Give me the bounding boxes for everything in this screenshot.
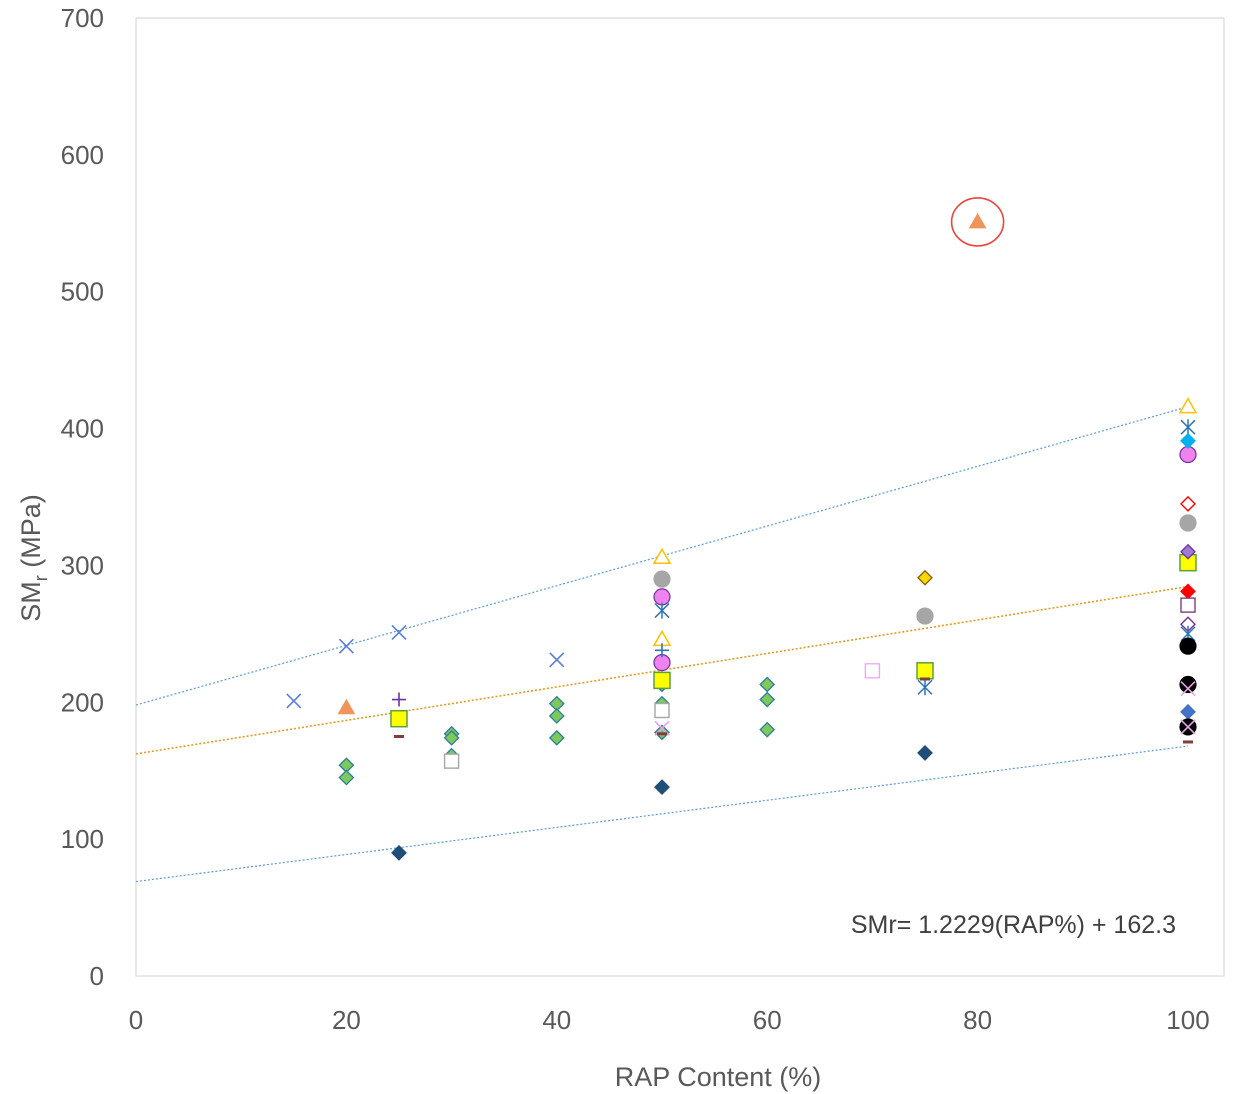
data-point [337,698,356,715]
data-point [1183,740,1193,744]
data-point [549,652,565,668]
data-point [759,691,776,708]
data-point [391,844,407,861]
data-point [916,607,934,625]
y-tick-label: 600 [61,140,104,170]
y-tick-label: 300 [61,550,104,580]
data-point [286,693,302,709]
data-point [916,662,934,680]
data-point [655,643,669,658]
data-point [759,721,776,738]
data-point [864,663,881,679]
data-point [1180,681,1196,697]
x-tick-label: 100 [1166,1005,1209,1035]
data-point [917,745,933,761]
data-point [1179,637,1197,655]
data-point [1179,514,1197,532]
data-point [1180,495,1196,512]
data-point [917,679,933,696]
data-points [286,212,1198,861]
data-point [759,676,776,693]
outlier-circle [950,197,1005,247]
data-point [1180,432,1196,449]
trendline-lower-bound [135,745,1189,883]
y-axis-title: SMr (MPa) [16,494,51,622]
data-point [338,769,355,786]
data-point [392,692,406,707]
x-tick-label: 20 [332,1005,361,1035]
y-tick-label: 400 [61,414,104,444]
y-tick-label: 500 [61,277,104,307]
y-axis-title-base: SM [16,581,46,622]
data-point [1180,597,1196,613]
data-point [1178,397,1198,414]
data-point [1179,445,1197,464]
data-point [390,709,408,728]
data-point [443,753,460,769]
x-tick-label: 60 [753,1005,782,1035]
plot-area [135,17,1225,977]
x-axis-title: RAP Content (%) [615,1062,822,1092]
x-tick-labels: 0 20 40 60 80 100 [129,1005,1210,1035]
data-point [653,671,671,690]
data-point [1180,543,1196,560]
y-tick-labels: 0 100 200 300 400 500 600 700 [61,3,104,991]
data-point [968,212,987,229]
regression-equation: SMr= 1.2229(RAP%) + 162.3 [851,911,1176,939]
data-point [920,677,930,681]
data-point [653,570,671,588]
data-point [654,702,670,719]
y-axis-title-subscript: r [31,575,51,581]
data-point [443,729,460,746]
data-point [1180,419,1196,436]
data-point [657,732,667,736]
y-tick-label: 0 [90,961,104,991]
y-tick-label: 700 [61,3,104,33]
data-point [1180,719,1196,735]
data-point [917,569,933,586]
data-point [548,729,565,746]
data-point [338,638,354,654]
x-tick-label: 40 [542,1005,571,1035]
data-point [548,708,565,724]
data-point [654,602,670,619]
data-point [1179,675,1197,694]
data-point [652,547,672,564]
x-tick-label: 80 [963,1005,992,1035]
y-axis-title-rest: (MPa) [16,494,46,575]
x-tick-label: 0 [129,1005,143,1035]
data-point [391,624,407,641]
data-point [654,779,670,796]
outlier-highlight [950,197,1005,247]
data-point [653,588,671,606]
y-tick-label: 100 [61,824,104,854]
data-point [394,735,404,738]
y-tick-label: 200 [61,687,104,717]
